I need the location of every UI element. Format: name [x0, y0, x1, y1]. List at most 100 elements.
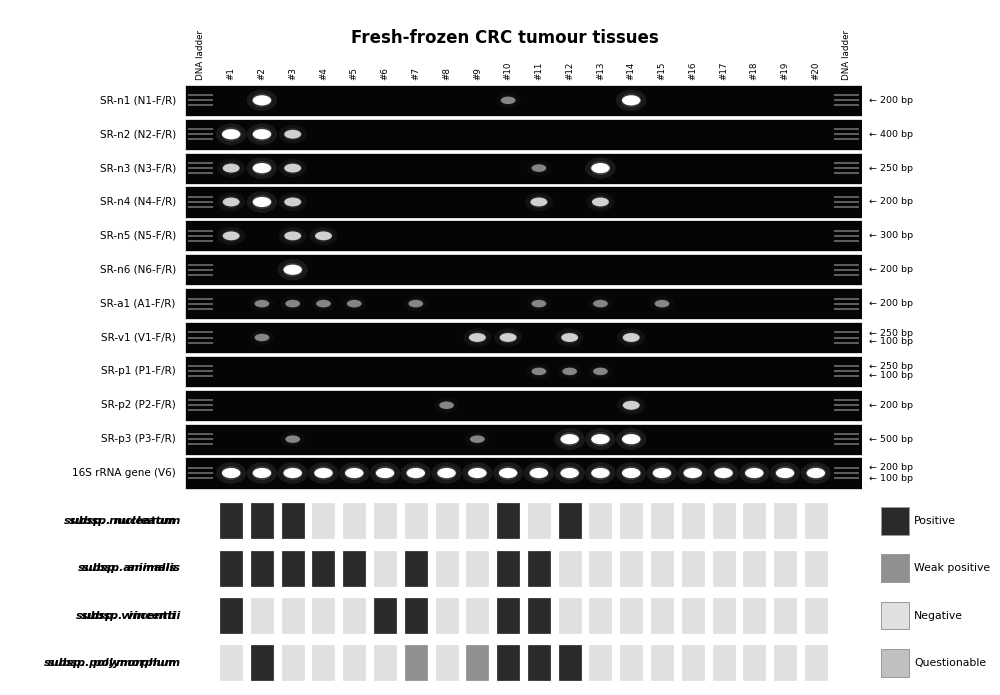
Ellipse shape	[685, 468, 700, 478]
FancyBboxPatch shape	[742, 502, 766, 539]
Ellipse shape	[252, 466, 272, 480]
Ellipse shape	[468, 468, 487, 478]
FancyBboxPatch shape	[650, 502, 674, 539]
Text: #14: #14	[627, 62, 636, 80]
FancyBboxPatch shape	[681, 550, 705, 587]
Ellipse shape	[531, 468, 547, 478]
FancyBboxPatch shape	[342, 597, 366, 634]
Ellipse shape	[593, 300, 608, 307]
FancyBboxPatch shape	[681, 644, 705, 681]
Ellipse shape	[375, 466, 395, 480]
FancyBboxPatch shape	[496, 550, 520, 587]
Text: SR-v1 (V1-F/R): SR-v1 (V1-F/R)	[101, 332, 176, 343]
Ellipse shape	[747, 468, 762, 478]
Ellipse shape	[462, 462, 493, 484]
Text: ← 100 bp: ← 100 bp	[869, 371, 913, 380]
Text: #10: #10	[504, 62, 513, 80]
Ellipse shape	[622, 468, 640, 478]
Bar	[185, 288, 862, 319]
FancyBboxPatch shape	[404, 644, 428, 681]
Ellipse shape	[531, 163, 547, 173]
Ellipse shape	[653, 468, 671, 478]
Ellipse shape	[315, 231, 332, 240]
Ellipse shape	[253, 95, 271, 106]
Ellipse shape	[408, 468, 423, 478]
Ellipse shape	[562, 434, 577, 445]
FancyBboxPatch shape	[250, 502, 274, 539]
Ellipse shape	[286, 163, 300, 173]
Ellipse shape	[801, 462, 831, 484]
Ellipse shape	[807, 468, 825, 478]
FancyBboxPatch shape	[311, 597, 335, 634]
Bar	[185, 220, 862, 252]
Text: #4: #4	[319, 67, 328, 80]
Ellipse shape	[284, 231, 301, 240]
Ellipse shape	[463, 328, 491, 347]
Ellipse shape	[531, 366, 547, 377]
Ellipse shape	[254, 95, 270, 106]
Ellipse shape	[594, 300, 607, 308]
Text: ← 300 bp: ← 300 bp	[869, 231, 913, 240]
Ellipse shape	[624, 434, 639, 445]
Ellipse shape	[286, 197, 300, 206]
Ellipse shape	[560, 332, 579, 343]
Ellipse shape	[470, 468, 485, 478]
Ellipse shape	[524, 462, 554, 484]
Ellipse shape	[500, 468, 516, 478]
Ellipse shape	[591, 434, 610, 444]
Ellipse shape	[621, 93, 641, 108]
Ellipse shape	[591, 468, 610, 478]
FancyBboxPatch shape	[712, 550, 736, 587]
Ellipse shape	[469, 333, 486, 342]
FancyBboxPatch shape	[373, 502, 397, 539]
Ellipse shape	[593, 368, 608, 375]
Ellipse shape	[247, 90, 277, 111]
Text: subsp. vincentii: subsp. vincentii	[81, 610, 180, 621]
FancyBboxPatch shape	[281, 597, 305, 634]
Text: ← 250 bp: ← 250 bp	[869, 363, 913, 372]
Text: ← 100 bp: ← 100 bp	[869, 473, 913, 482]
FancyBboxPatch shape	[435, 502, 459, 539]
Ellipse shape	[224, 197, 238, 206]
Ellipse shape	[525, 193, 553, 211]
Ellipse shape	[256, 334, 268, 341]
Ellipse shape	[560, 434, 579, 444]
Ellipse shape	[254, 298, 270, 309]
Ellipse shape	[256, 300, 268, 308]
Ellipse shape	[277, 462, 308, 484]
Ellipse shape	[531, 298, 547, 309]
Text: #11: #11	[534, 62, 543, 80]
Ellipse shape	[775, 466, 795, 480]
Text: ← 200 bp: ← 200 bp	[869, 197, 913, 206]
FancyBboxPatch shape	[527, 502, 551, 539]
Ellipse shape	[562, 366, 578, 377]
Ellipse shape	[224, 231, 238, 240]
Ellipse shape	[806, 466, 826, 480]
Ellipse shape	[247, 124, 277, 145]
Ellipse shape	[285, 298, 301, 309]
Bar	[185, 322, 862, 353]
Text: SR-n6 (N6-F/R): SR-n6 (N6-F/R)	[100, 265, 176, 275]
Ellipse shape	[216, 462, 246, 484]
Ellipse shape	[224, 129, 239, 140]
FancyBboxPatch shape	[373, 644, 397, 681]
FancyBboxPatch shape	[681, 597, 705, 634]
FancyBboxPatch shape	[742, 550, 766, 587]
Text: #18: #18	[750, 62, 759, 80]
Ellipse shape	[500, 95, 516, 106]
Ellipse shape	[247, 158, 277, 179]
FancyBboxPatch shape	[742, 644, 766, 681]
FancyBboxPatch shape	[558, 502, 582, 539]
Ellipse shape	[593, 468, 608, 478]
Ellipse shape	[222, 468, 240, 478]
Text: #8: #8	[442, 67, 451, 80]
Ellipse shape	[255, 300, 269, 307]
Ellipse shape	[439, 402, 454, 409]
Ellipse shape	[279, 125, 307, 143]
Ellipse shape	[533, 300, 545, 308]
Text: #6: #6	[381, 67, 390, 80]
Text: SR-p3 (P3-F/R): SR-p3 (P3-F/R)	[101, 434, 176, 444]
Ellipse shape	[283, 128, 302, 140]
Ellipse shape	[683, 466, 703, 480]
FancyBboxPatch shape	[465, 550, 489, 587]
